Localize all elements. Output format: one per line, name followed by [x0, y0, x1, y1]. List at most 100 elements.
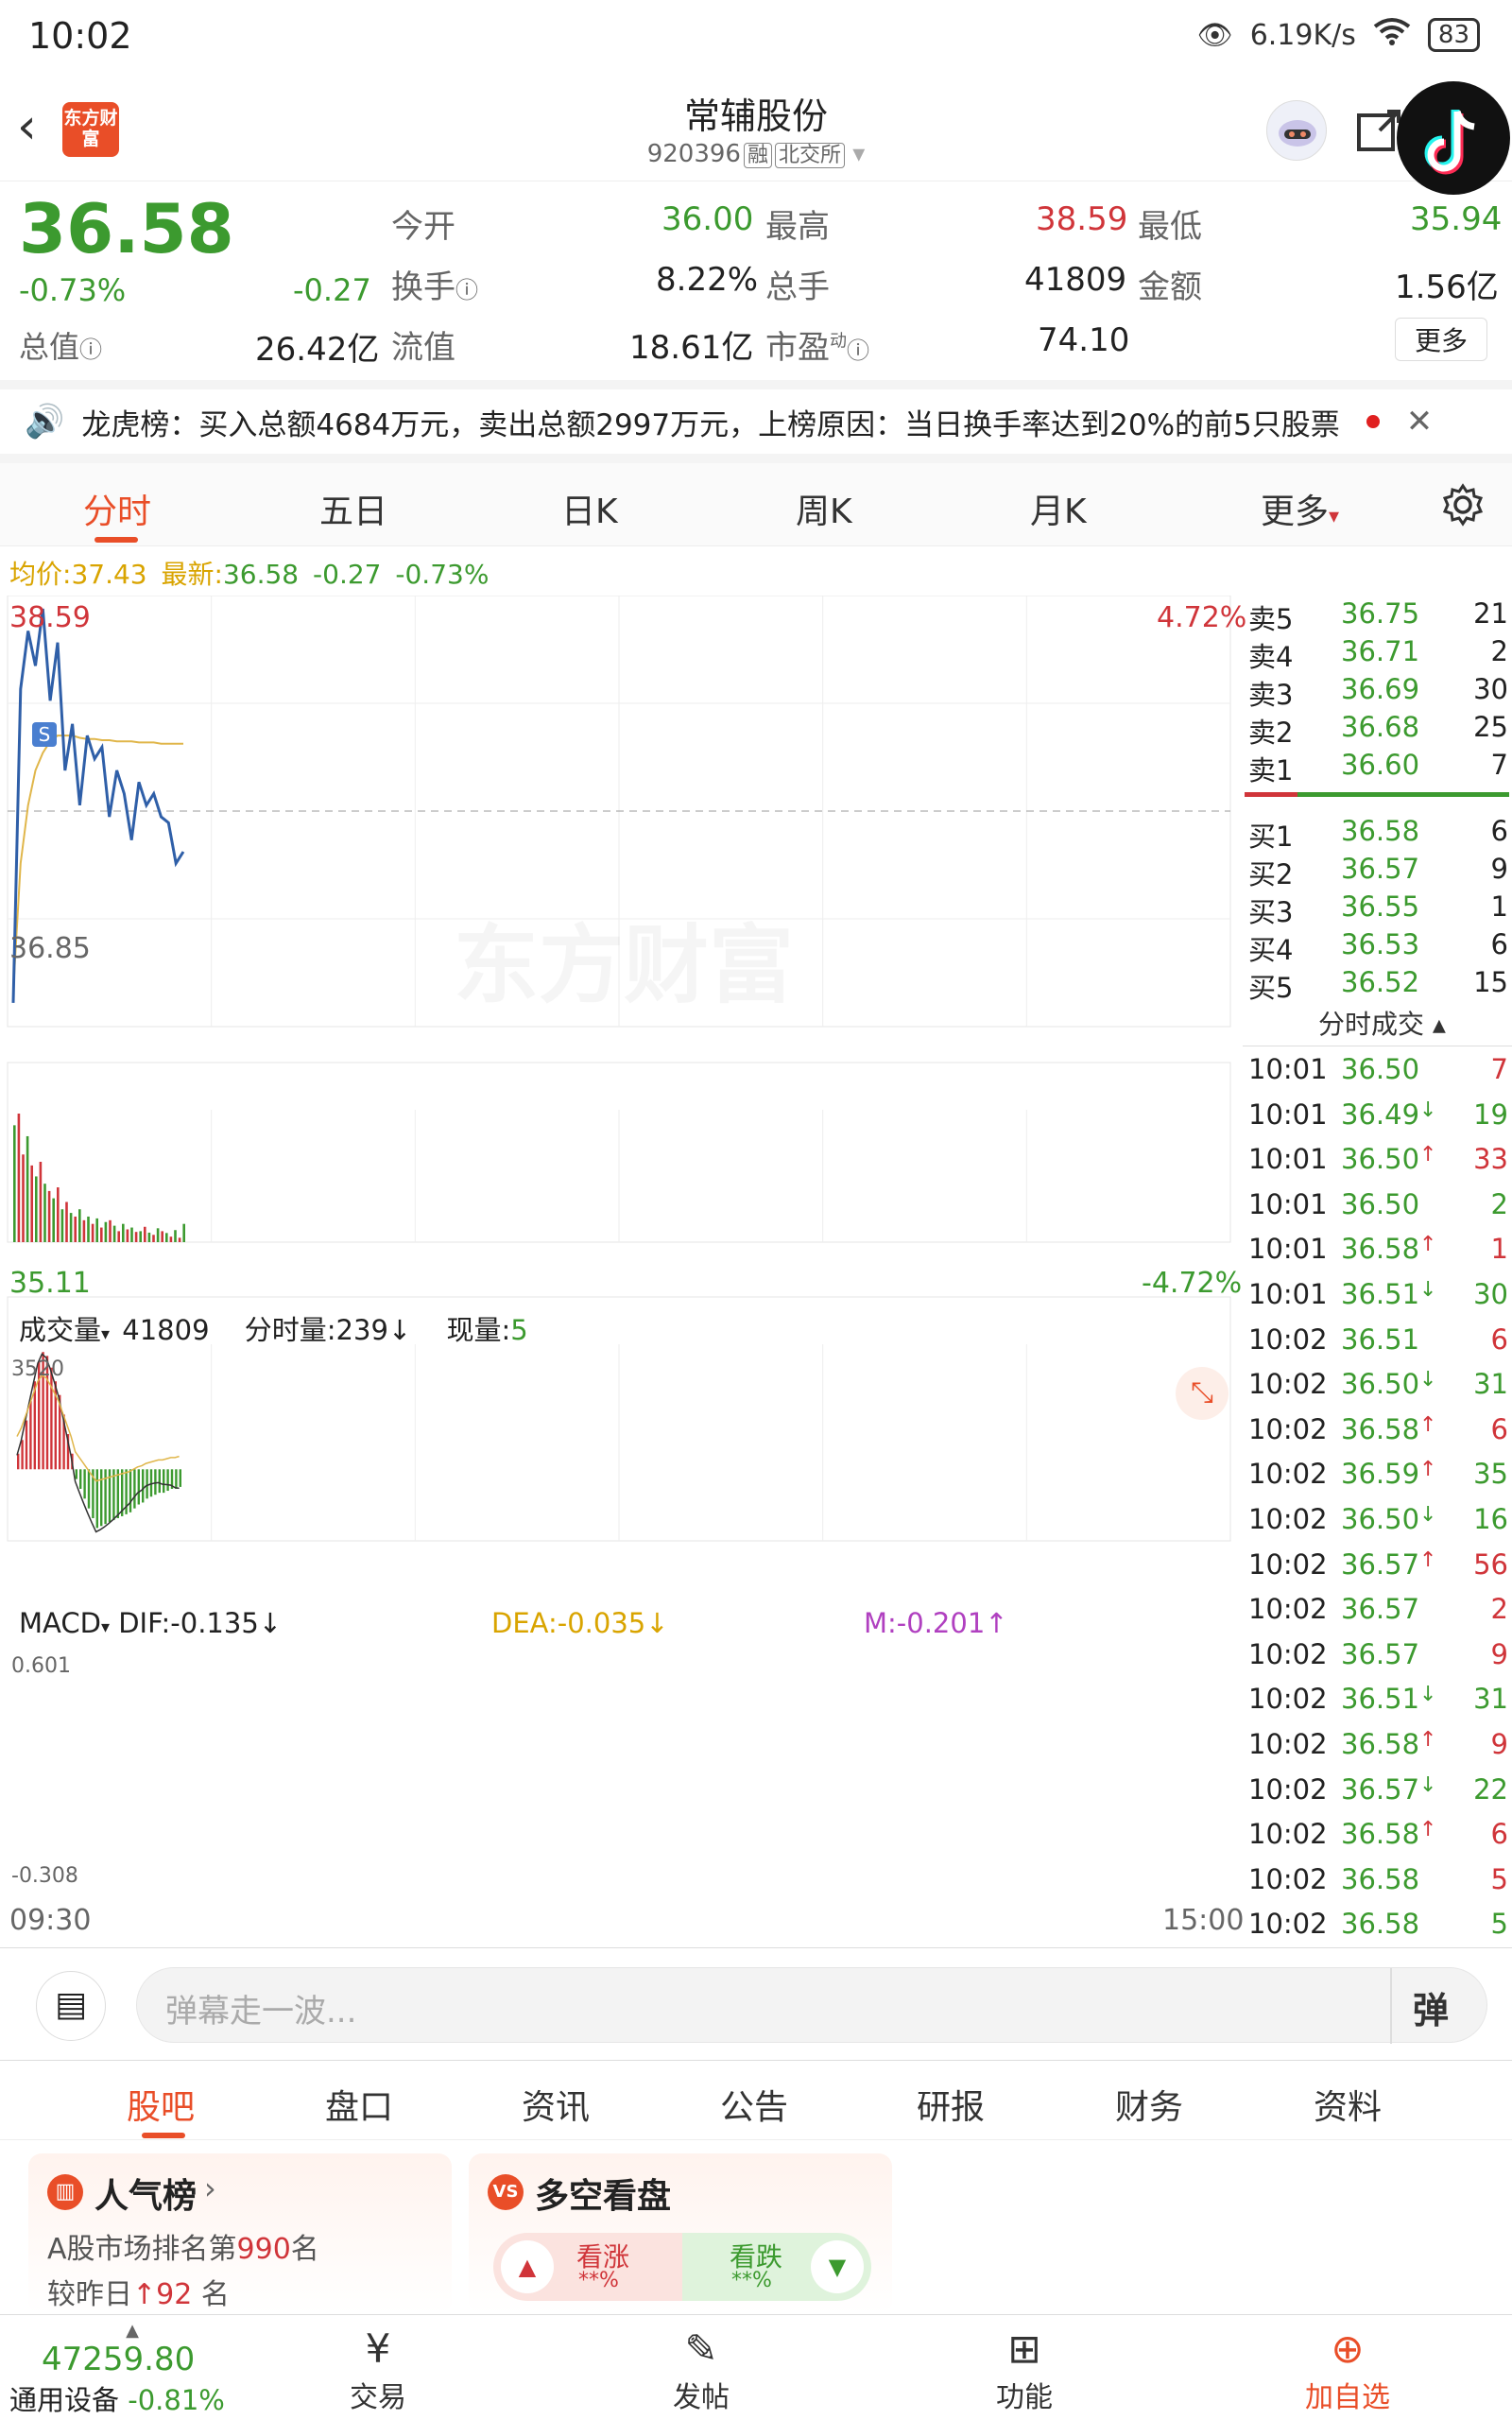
macd-selector[interactable]: MACD▾: [19, 1607, 110, 1639]
ask-row: 卖2 36.68 25: [1243, 711, 1512, 749]
macd-bar: [149, 1469, 153, 1497]
share-icon[interactable]: [1355, 106, 1404, 159]
margin-tag: 融: [743, 143, 772, 168]
row-volume: 56: [1473, 1547, 1508, 1581]
row-volume: 9: [1490, 853, 1508, 885]
row-label: 10:02: [1248, 1547, 1328, 1581]
row-volume: 9: [1490, 1728, 1508, 1760]
back-icon[interactable]: ‹: [17, 98, 37, 155]
row-volume: 25: [1473, 711, 1508, 743]
more-button[interactable]: 更多: [1395, 318, 1488, 361]
caret-down-icon: ▾: [1329, 505, 1340, 528]
volume-bar: [156, 1228, 160, 1242]
index-ticker[interactable]: ▲ 47259.80 通用设备 -0.81%: [9, 2321, 255, 2418]
tab-announcements[interactable]: 公告: [720, 2088, 789, 2127]
sell-marker-icon[interactable]: S: [32, 722, 57, 747]
danmu-input[interactable]: 弹幕走一波... 弹: [136, 1967, 1487, 2044]
row-label: 买4: [1248, 934, 1294, 966]
wifi-icon: [1373, 17, 1411, 53]
macd-bar: [125, 1469, 128, 1514]
close-icon[interactable]: ✕: [1405, 403, 1434, 441]
total-value: 26.42亿: [255, 331, 380, 369]
bearish-button[interactable]: 看跌 **% ▼: [682, 2233, 871, 2301]
macd-bar: [17, 1453, 20, 1470]
tab-more[interactable]: 更多▾: [1261, 493, 1340, 531]
macd-bar: [62, 1414, 65, 1470]
tab-pankou[interactable]: 盘口: [325, 2088, 394, 2127]
row-price: 36.51 ↓: [1341, 1683, 1437, 1716]
nav-functions[interactable]: ⊞ 功能: [949, 2325, 1100, 2415]
tiktok-float-icon[interactable]: [1397, 81, 1510, 195]
tab-intraday[interactable]: 分时: [83, 493, 152, 531]
chevron-down-icon: ▾: [852, 140, 866, 168]
nav-post[interactable]: ✎ 发帖: [626, 2325, 777, 2415]
ticks-title[interactable]: 分时成交 ▴: [1318, 1009, 1446, 1040]
macd-bar: [33, 1381, 36, 1470]
volume-bar: [152, 1235, 155, 1242]
volume-bar: [100, 1227, 103, 1242]
ask-row: 卖1 36.60 7: [1243, 749, 1512, 786]
tab-weekly-k[interactable]: 周K: [796, 493, 852, 531]
macd-bar: [129, 1469, 132, 1512]
dragon-tiger-banner[interactable]: 🔊 龙虎榜：买入总额4684万元，卖出总额2997万元，上榜原因：当日换手率达到…: [0, 380, 1512, 463]
tab-finance[interactable]: 财务: [1115, 2088, 1184, 2127]
tab-daily-k[interactable]: 日K: [561, 493, 618, 531]
row-volume: 7: [1490, 749, 1508, 781]
volume-bar: [117, 1231, 120, 1242]
total-value-label[interactable]: 总值ⓘ: [19, 329, 103, 365]
turnover-label[interactable]: 换手ⓘ: [391, 268, 478, 306]
macd-bar: [54, 1381, 57, 1470]
nav-trade[interactable]: ¥ 交易: [302, 2325, 454, 2415]
stock-code: 920396: [646, 140, 741, 168]
row-volume: 19: [1473, 1098, 1508, 1131]
nav-add-watchlist[interactable]: ⊕ 加自选: [1272, 2325, 1423, 2415]
chart-canvas[interactable]: [0, 596, 1243, 1945]
volume-selector[interactable]: 成交量▾: [19, 1314, 111, 1346]
volume-bar: [109, 1219, 112, 1242]
tick-row: 10:02 36.58 ↑ 9: [1243, 1728, 1512, 1766]
expand-icon[interactable]: ⤡: [1176, 1367, 1228, 1420]
pe-label[interactable]: 市盈动ⓘ: [765, 329, 869, 367]
volume-bar: [161, 1231, 163, 1242]
row-price: 36.58 ↑: [1341, 1818, 1437, 1851]
tab-research[interactable]: 研报: [917, 2088, 986, 2127]
tick-row: 10:01 36.50 7: [1243, 1053, 1512, 1091]
robot-assistant-icon[interactable]: [1266, 100, 1327, 161]
danmu-toggle-icon[interactable]: 弹: [1413, 1990, 1450, 2031]
row-volume: 2: [1490, 1593, 1508, 1626]
volume-bar: [104, 1221, 108, 1242]
tick-row: 10:02 36.58 ↑ 6: [1243, 1818, 1512, 1856]
row-label: 10:02: [1248, 1862, 1328, 1895]
intraday-chart[interactable]: 均价:37.43 最新:36.58 -0.27 -0.73% 38.59 36.…: [0, 546, 1246, 1945]
popularity-delta: 较昨日↑92 名: [47, 2278, 230, 2311]
row-price: 36.58: [1341, 1908, 1420, 1941]
settings-gear-icon[interactable]: [1440, 482, 1486, 531]
tab-profile[interactable]: 资料: [1314, 2088, 1383, 2127]
avg-last-line: 均价:37.43 最新:36.58 -0.27 -0.73%: [9, 559, 490, 590]
row-volume: 21: [1473, 597, 1508, 630]
row-label: 10:02: [1248, 1818, 1328, 1851]
row-price: 36.49 ↓: [1341, 1098, 1437, 1131]
row-price: 36.57: [1341, 1593, 1420, 1626]
row-price: 36.50: [1341, 1053, 1420, 1085]
danmu-list-icon[interactable]: ▤: [36, 1971, 106, 2041]
macd-bar: [100, 1469, 103, 1527]
chart-tabs: 分时 五日 日K 周K 月K 更多▾: [0, 463, 1512, 546]
long-short-card[interactable]: VS 多空看盘 ▲ 看涨 **% 看跌 **% ▼: [469, 2153, 892, 2314]
tab-monthly-k[interactable]: 月K: [1030, 493, 1087, 531]
tab-news[interactable]: 资讯: [522, 2088, 591, 2127]
unread-dot: [1366, 415, 1380, 428]
popularity-card[interactable]: ▥ 人气榜 › A股市场排名第990名 较昨日↑92 名: [28, 2153, 452, 2314]
volume-bar: [169, 1236, 173, 1242]
row-volume: 6: [1490, 1412, 1508, 1445]
tab-five-day[interactable]: 五日: [319, 493, 388, 531]
bullish-button[interactable]: ▲ 看涨 **%: [493, 2233, 682, 2301]
volume-bar: [95, 1218, 98, 1242]
active-tab-indicator: [94, 537, 138, 543]
section-tabs: 股吧 盘口 资讯 公告 研报 财务 资料: [0, 2061, 1512, 2140]
stock-code-line[interactable]: 920396 融北交所 ▾: [0, 138, 1512, 168]
tab-guba[interactable]: 股吧: [127, 2088, 196, 2127]
row-label: 卖5: [1248, 603, 1294, 635]
row-label: 卖2: [1248, 717, 1294, 749]
tick-row: 10:02 36.57 2: [1243, 1593, 1512, 1631]
